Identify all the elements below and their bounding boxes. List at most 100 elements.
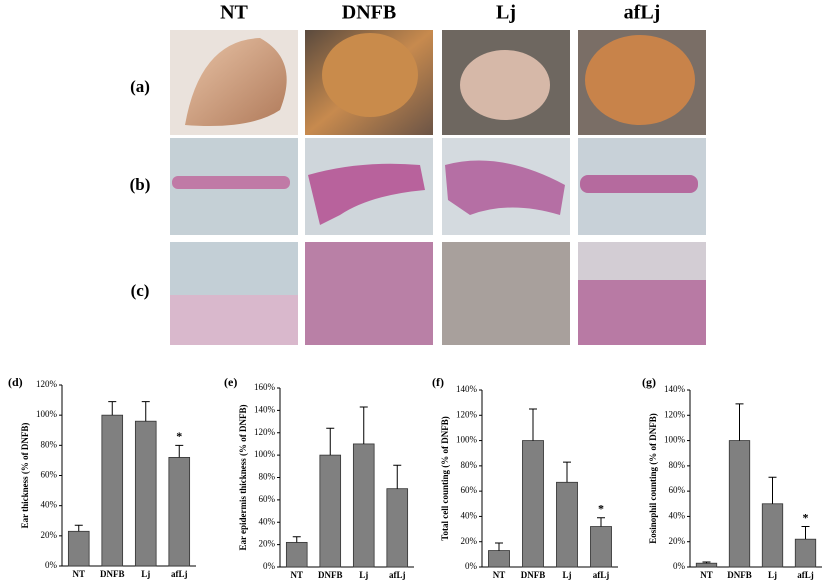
bar — [695, 562, 718, 568]
y-axis-label: Ear thickness (% of DNFB) — [20, 423, 30, 529]
column-header: afLj — [624, 2, 661, 24]
bar — [522, 440, 544, 568]
y-axis-label: Total cell counting (% of DNFB) — [440, 416, 450, 540]
y-tick-label: 40% — [669, 510, 686, 520]
bar — [168, 456, 191, 567]
y-tick-label: 140% — [254, 404, 276, 414]
photo-detail — [185, 38, 287, 126]
bar — [556, 481, 578, 568]
row-label: (a) — [130, 77, 150, 96]
bar — [319, 454, 342, 568]
x-tick-label: Lj — [768, 570, 777, 580]
photo-detail — [580, 175, 698, 193]
column-header: DNFB — [342, 2, 396, 24]
x-tick-label: NT — [72, 569, 85, 579]
x-tick-label: DNFB — [727, 570, 752, 580]
bar — [488, 550, 510, 568]
error-bar — [292, 536, 301, 543]
y-tick-label: 20% — [259, 539, 276, 549]
photo-detail — [445, 160, 565, 215]
y-tick-label: 0% — [263, 561, 276, 571]
y-tick-label: 120% — [664, 409, 686, 419]
y-axis-label: Ear epidermis thickness (% of DNFB) — [238, 404, 248, 550]
photo-detail — [578, 280, 706, 345]
photo-detail — [585, 35, 695, 125]
y-tick-label: 100% — [254, 449, 276, 459]
y-tick-label: 140% — [456, 384, 478, 394]
y-tick-label: 140% — [664, 384, 686, 394]
y-tick-label: 60% — [41, 470, 58, 480]
y-tick-label: 80% — [41, 439, 58, 449]
photo-detail — [322, 33, 418, 117]
error-bar — [768, 476, 777, 504]
bar — [761, 503, 784, 568]
x-tick-label: afLj — [593, 570, 610, 580]
y-tick-label: 20% — [669, 536, 686, 546]
bar — [101, 414, 124, 567]
significance-mark: * — [598, 501, 604, 515]
column-header: NT — [220, 2, 248, 24]
y-tick-label: 100% — [664, 435, 686, 445]
y-tick-label: 40% — [259, 516, 276, 526]
error-bar — [735, 403, 744, 441]
column-header: Lj — [496, 2, 516, 24]
error-bar — [359, 406, 368, 444]
error-bar — [326, 427, 335, 456]
row-label: (c) — [131, 281, 150, 300]
y-tick-label: 120% — [456, 409, 478, 419]
x-tick-label: Lj — [563, 570, 572, 580]
bar — [386, 488, 409, 568]
y-tick-label: 20% — [461, 536, 478, 546]
photo — [442, 242, 570, 345]
error-bar — [141, 401, 150, 422]
y-tick-label: 160% — [254, 382, 276, 392]
x-tick-label: DNFB — [100, 569, 125, 579]
y-axis-label: Eosinophil counting (% of DNFB) — [648, 413, 658, 544]
y-tick-label: 40% — [41, 500, 58, 510]
error-bar — [175, 444, 184, 458]
significance-mark: * — [176, 429, 182, 443]
photo-detail — [172, 176, 290, 189]
y-tick-label: 120% — [254, 427, 276, 437]
x-tick-label: afLj — [389, 570, 406, 580]
significance-mark: * — [803, 510, 809, 524]
photo — [305, 242, 433, 345]
x-tick-label: Lj — [141, 569, 150, 579]
photo-detail — [308, 163, 425, 225]
y-tick-label: 100% — [456, 435, 478, 445]
error-bar — [563, 461, 571, 483]
y-tick-label: 0% — [673, 561, 686, 571]
y-tick-label: 20% — [41, 530, 58, 540]
x-tick-label: afLj — [797, 570, 814, 580]
x-tick-label: NT — [700, 570, 713, 580]
error-bar — [393, 464, 402, 489]
error-bar — [108, 401, 117, 416]
y-tick-label: 100% — [36, 409, 58, 419]
row-label: (b) — [130, 175, 151, 194]
panel-label: (d) — [8, 375, 23, 389]
bar — [134, 420, 157, 567]
error-bar — [702, 561, 711, 564]
error-bar — [495, 542, 503, 551]
error-bar — [74, 524, 83, 532]
bar — [352, 443, 375, 568]
photo-detail — [460, 50, 550, 120]
x-tick-label: afLj — [171, 569, 188, 579]
panel-label: (g) — [642, 375, 656, 389]
x-tick-label: Lj — [359, 570, 368, 580]
y-tick-label: 0% — [45, 560, 58, 570]
error-bar — [597, 517, 605, 527]
x-tick-label: NT — [493, 570, 506, 580]
x-tick-label: DNFB — [318, 570, 343, 580]
error-bar — [801, 526, 810, 540]
error-bar — [529, 408, 537, 441]
y-tick-label: 80% — [669, 460, 686, 470]
bar — [728, 440, 751, 568]
panel-label: (f) — [432, 375, 444, 389]
x-tick-label: DNFB — [521, 570, 546, 580]
bar — [590, 526, 612, 568]
panel-label: (e) — [224, 375, 237, 389]
y-tick-label: 80% — [461, 460, 478, 470]
x-tick-label: NT — [290, 570, 303, 580]
